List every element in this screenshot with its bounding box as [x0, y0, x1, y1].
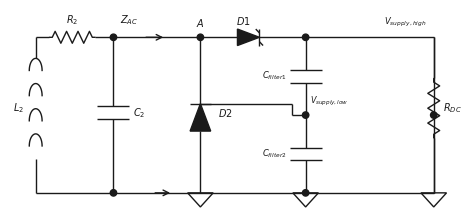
Circle shape [197, 34, 204, 40]
Polygon shape [190, 104, 210, 131]
Text: $V_{supply,high}$: $V_{supply,high}$ [384, 16, 427, 29]
Text: $D2$: $D2$ [218, 107, 233, 119]
Polygon shape [237, 29, 259, 46]
Text: $L_2$: $L_2$ [13, 101, 24, 115]
Text: $V_{supply,low}$: $V_{supply,low}$ [310, 95, 348, 108]
Text: $C_2$: $C_2$ [133, 106, 145, 120]
Text: $C_{filter1}$: $C_{filter1}$ [262, 70, 286, 82]
Text: $D1$: $D1$ [237, 15, 251, 27]
Circle shape [110, 34, 117, 40]
Circle shape [430, 112, 437, 118]
Text: $C_{filter2}$: $C_{filter2}$ [262, 148, 286, 160]
Circle shape [302, 190, 309, 196]
Text: $Z_{AC}$: $Z_{AC}$ [120, 13, 138, 27]
Text: $R_2$: $R_2$ [66, 13, 79, 27]
Circle shape [302, 34, 309, 40]
Circle shape [110, 190, 117, 196]
Text: $R_{DC}$: $R_{DC}$ [443, 101, 462, 115]
Text: $A$: $A$ [196, 17, 205, 29]
Circle shape [302, 112, 309, 118]
